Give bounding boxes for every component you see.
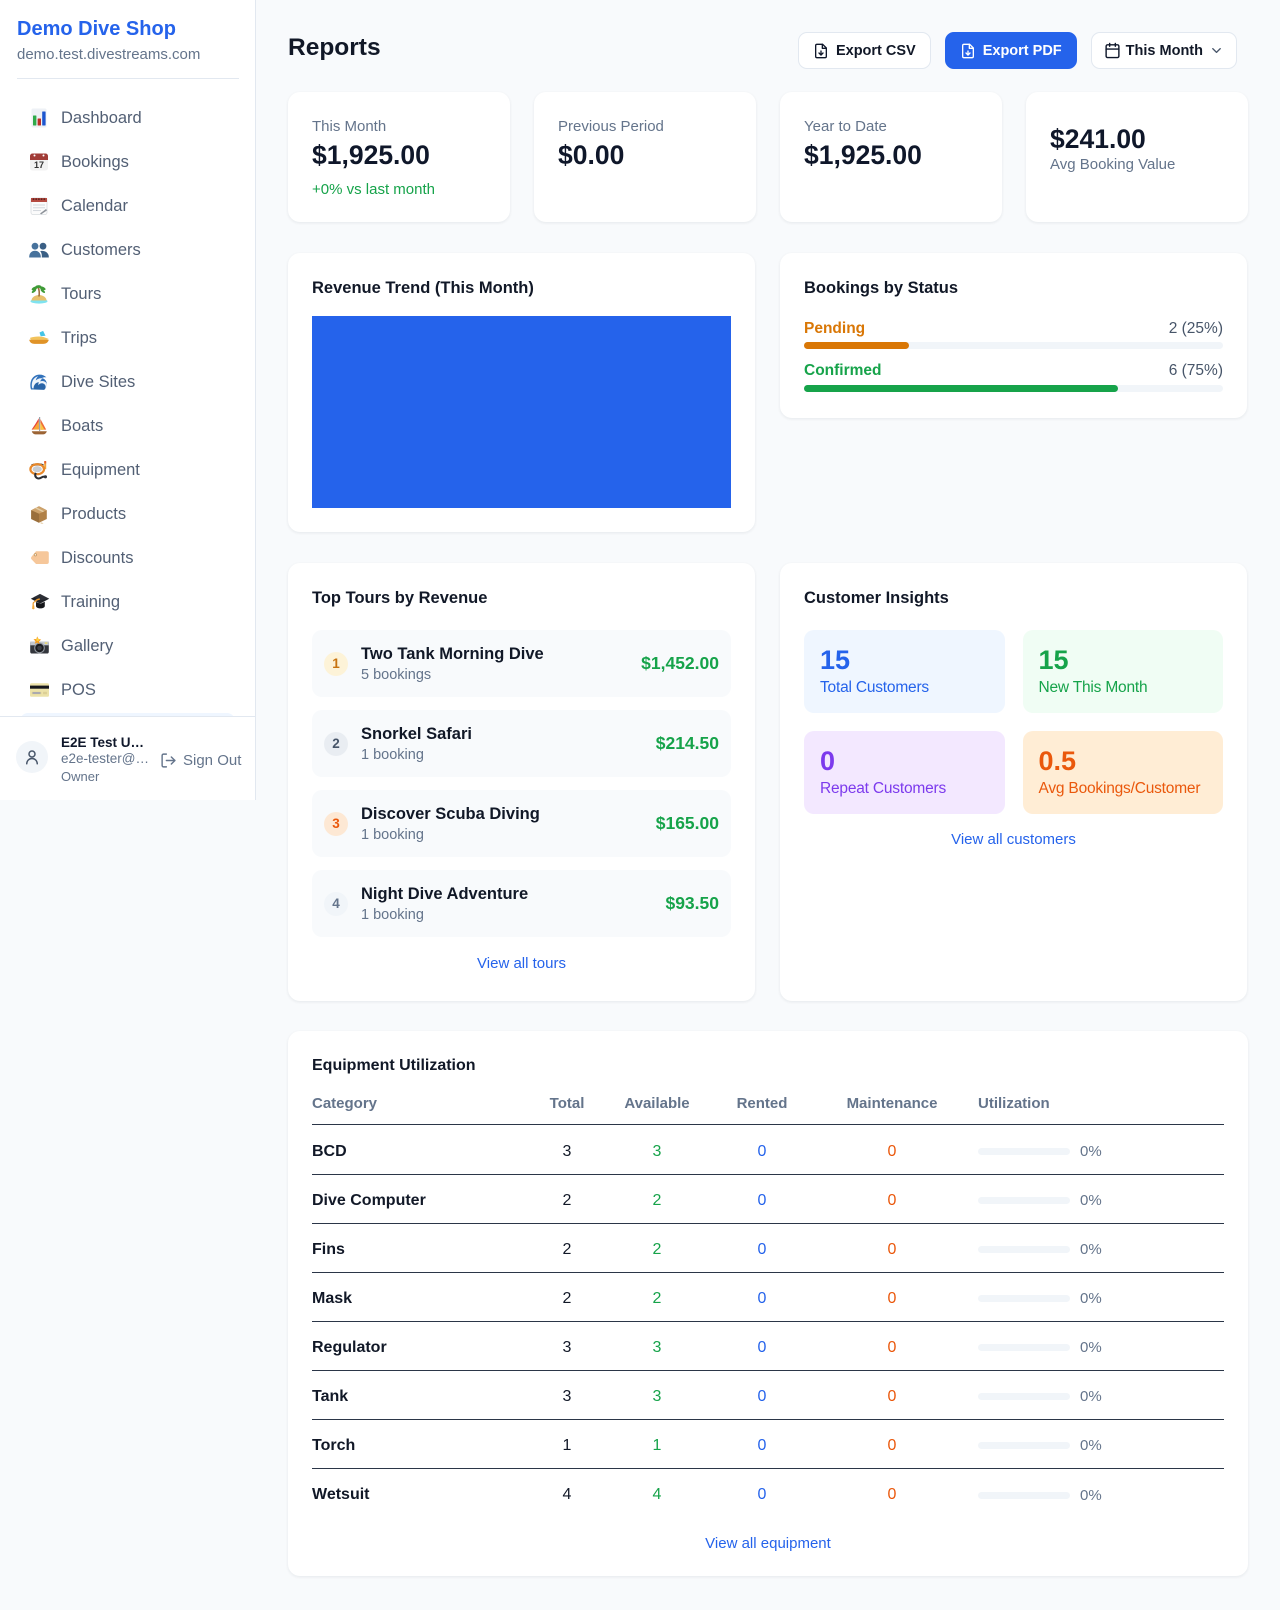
svg-text:17: 17 [34,160,44,170]
